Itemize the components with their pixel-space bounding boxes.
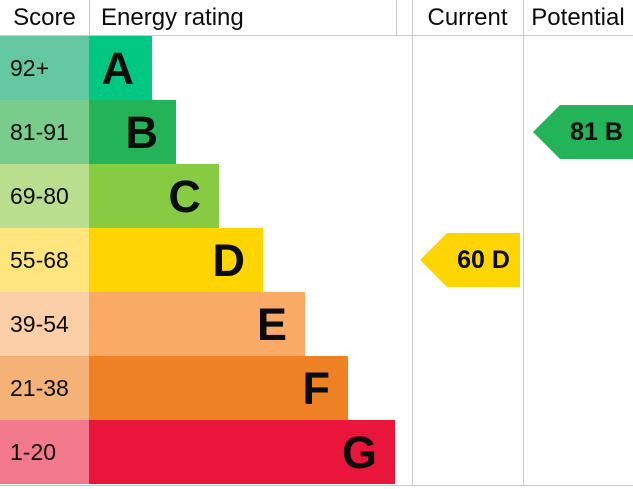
score-cell-a: 92+ bbox=[0, 36, 89, 100]
potential-column-left-divider bbox=[523, 0, 524, 485]
score-cell-d: 55-68 bbox=[0, 228, 89, 292]
rating-column-divider bbox=[396, 0, 397, 35]
band-bar-c: C bbox=[89, 164, 219, 228]
header-energy-rating: Energy rating bbox=[101, 4, 244, 31]
score-cell-e: 39-54 bbox=[0, 292, 89, 356]
band-bar-b: B bbox=[89, 100, 176, 164]
score-cell-f: 21-38 bbox=[0, 356, 89, 420]
header-bottom-divider bbox=[0, 35, 633, 36]
band-row-f: 21-38 F bbox=[0, 356, 348, 420]
band-row-b: 81-91 B bbox=[0, 100, 176, 164]
band-bar-a: A bbox=[89, 36, 152, 100]
chart-bottom-divider bbox=[0, 485, 633, 486]
score-cell-c: 69-80 bbox=[0, 164, 89, 228]
score-column-divider bbox=[89, 0, 90, 35]
band-bar-f: F bbox=[89, 356, 348, 420]
header-score: Score bbox=[13, 4, 76, 31]
current-rating-arrow: 60 D bbox=[420, 233, 520, 287]
band-row-e: 39-54 E bbox=[0, 292, 305, 356]
current-column-left-divider bbox=[412, 0, 413, 485]
band-bar-e: E bbox=[89, 292, 305, 356]
score-cell-b: 81-91 bbox=[0, 100, 89, 164]
band-row-c: 69-80 C bbox=[0, 164, 219, 228]
band-bar-d: D bbox=[89, 228, 263, 292]
band-row-g: 1-20 G bbox=[0, 420, 395, 484]
header-potential: Potential bbox=[531, 4, 625, 31]
score-cell-g: 1-20 bbox=[0, 420, 89, 484]
potential-rating-arrow: 81 B bbox=[533, 105, 633, 159]
band-row-d: 55-68 D bbox=[0, 228, 263, 292]
header-current: Current bbox=[427, 4, 508, 31]
band-row-a: 92+ A bbox=[0, 36, 152, 100]
band-bar-g: G bbox=[89, 420, 395, 484]
